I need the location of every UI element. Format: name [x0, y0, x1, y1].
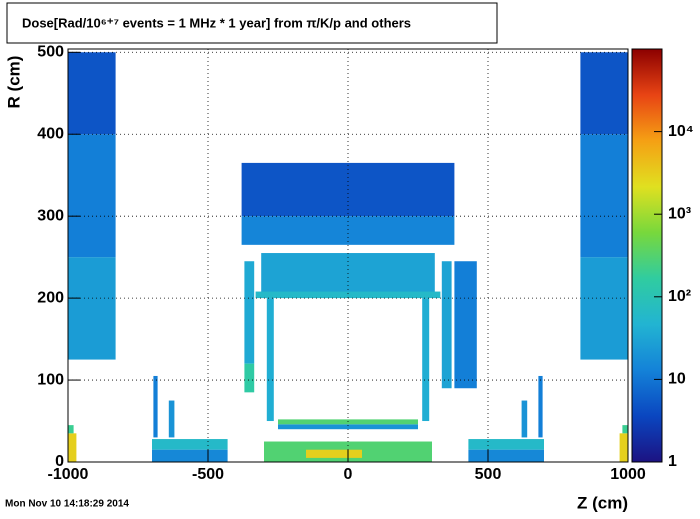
heatmap-cell: [441, 261, 452, 389]
heatmap-cell: [266, 298, 274, 422]
heatmap-cell: [244, 363, 255, 393]
colorbar-tick-label: 10⁴: [668, 123, 694, 140]
heatmap-cell: [255, 291, 441, 299]
y-tick-label: 500: [37, 43, 64, 60]
heatmap-cell: [68, 134, 116, 258]
y-tick-label: 400: [37, 125, 64, 142]
x-tick-label: -1000: [48, 466, 89, 483]
heatmap-cell: [306, 449, 362, 458]
heatmap-cell: [468, 449, 544, 462]
heatmap-cell: [68, 433, 77, 462]
heatmap-cell: [580, 134, 628, 258]
plot-frame: [67, 48, 629, 463]
heatmap-cell: [580, 257, 628, 360]
timestamp: Mon Nov 10 14:18:29 2014: [5, 499, 129, 510]
heatmap-cell: [521, 400, 528, 438]
y-tick-label: 300: [37, 207, 64, 224]
y-tick-label: 0: [55, 453, 64, 470]
heatmap-cell: [538, 375, 543, 438]
heatmap-cell: [153, 375, 158, 438]
x-tick-label: 1000: [610, 466, 646, 483]
colorbar-tick-label: 1: [668, 453, 677, 470]
heatmap-cell: [168, 400, 175, 438]
heatmap-cell: [278, 424, 418, 430]
y-axis-title: R (cm): [4, 56, 23, 109]
x-tick-label: -500: [192, 466, 224, 483]
colorbar: [631, 48, 663, 463]
chart-title: Dose[Rad/10⁶⁺⁷ events = 1 MHz * 1 year] …: [22, 15, 411, 30]
colorbar-tick-label: 10: [668, 371, 686, 388]
heatmap-cell: [68, 52, 116, 135]
x-tick-label: 0: [344, 466, 353, 483]
y-tick-label: 100: [37, 371, 64, 388]
heatmap-cell: [454, 261, 477, 389]
heatmap-cell: [468, 439, 544, 450]
colorbar-tick-label: 10³: [668, 205, 691, 222]
colorbar-tick-label: 10²: [668, 288, 691, 305]
heatmap-cell: [619, 433, 628, 462]
heatmap-cell: [580, 52, 628, 135]
heatmap-cell: [244, 261, 255, 364]
heatmap-cell: [241, 216, 455, 245]
heatmap-cell: [152, 449, 228, 462]
x-tick-label: 500: [475, 466, 502, 483]
y-tick-label: 200: [37, 289, 64, 306]
heatmap-cell: [422, 298, 430, 422]
heatmap-cell: [622, 425, 628, 434]
heatmap-cell: [152, 439, 228, 450]
x-axis-title: Z (cm): [577, 493, 628, 512]
heatmap-cell: [68, 425, 74, 434]
title-box: [6, 2, 498, 44]
heatmap-cell: [68, 257, 116, 360]
